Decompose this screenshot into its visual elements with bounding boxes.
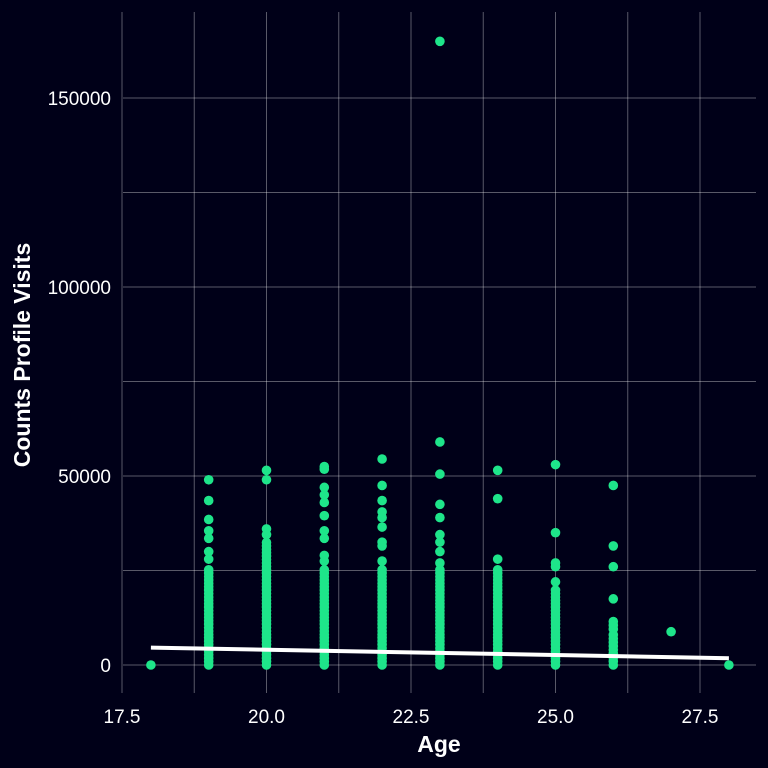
y-tick-label: 0 (100, 656, 111, 677)
data-point (203, 514, 214, 525)
trend-line (150, 645, 729, 661)
data-point (435, 512, 445, 523)
data-point (724, 660, 734, 670)
data-point (319, 497, 330, 508)
data-point (435, 499, 445, 510)
data-point (261, 537, 272, 548)
data-point (377, 541, 387, 551)
x-tick-label: 25.0 (537, 707, 574, 728)
data-point (319, 464, 330, 474)
data-point (608, 594, 619, 604)
data-point (492, 564, 503, 575)
data-point (608, 541, 619, 551)
data-point (492, 493, 503, 504)
data-point (261, 465, 272, 476)
data-point (261, 474, 272, 485)
tick-label-layer: 17.5 20.0 22.5 25.0 27.5 0 50000 100000 150000 (48, 89, 719, 728)
data-point (319, 564, 330, 575)
data-point (435, 469, 445, 479)
data-point (435, 437, 445, 447)
data-point (435, 546, 445, 557)
x-tick-label: 20.0 (248, 707, 285, 728)
data-point (203, 526, 214, 536)
data-point (377, 512, 387, 523)
trendline-layer (150, 645, 729, 661)
data-point (435, 558, 445, 568)
data-point (608, 561, 619, 572)
x-tick-label: 17.5 (104, 707, 141, 728)
data-point (203, 474, 214, 485)
data-point (203, 546, 214, 557)
data-point (377, 495, 387, 506)
x-tick-label: 27.5 (682, 707, 719, 728)
data-point (319, 510, 330, 521)
data-point (146, 660, 156, 670)
data-point (550, 527, 561, 538)
data-point (377, 480, 387, 491)
x-tick-label: 22.5 (393, 707, 430, 728)
data-point (377, 454, 387, 464)
data-point (435, 36, 445, 47)
data-point (377, 564, 387, 575)
data-point (550, 577, 561, 587)
data-point (435, 537, 445, 547)
data-point (319, 556, 330, 566)
data-point (203, 495, 214, 506)
data-point (435, 529, 445, 540)
data-point (492, 465, 503, 476)
y-tick-label: 100000 (48, 278, 111, 299)
data-point (608, 480, 619, 491)
data-point (203, 564, 214, 575)
data-point (203, 533, 214, 544)
data-point (550, 585, 561, 595)
data-point (608, 660, 619, 670)
data-point (377, 556, 387, 566)
data-point (435, 564, 445, 575)
y-tick-label: 150000 (48, 89, 111, 110)
data-point (261, 529, 272, 540)
y-tick-label: 50000 (58, 467, 111, 488)
y-axis-title: Counts Profile Visits (9, 243, 35, 468)
data-point (319, 526, 330, 536)
data-point (550, 459, 561, 470)
data-point (319, 490, 330, 500)
data-point (377, 522, 387, 532)
data-point (550, 561, 561, 572)
data-point (492, 554, 503, 564)
data-point (319, 533, 330, 544)
data-point (666, 626, 676, 637)
points-layer (146, 36, 734, 670)
x-axis-title: Age (417, 731, 460, 757)
data-point (203, 554, 214, 564)
data-point (319, 482, 330, 493)
